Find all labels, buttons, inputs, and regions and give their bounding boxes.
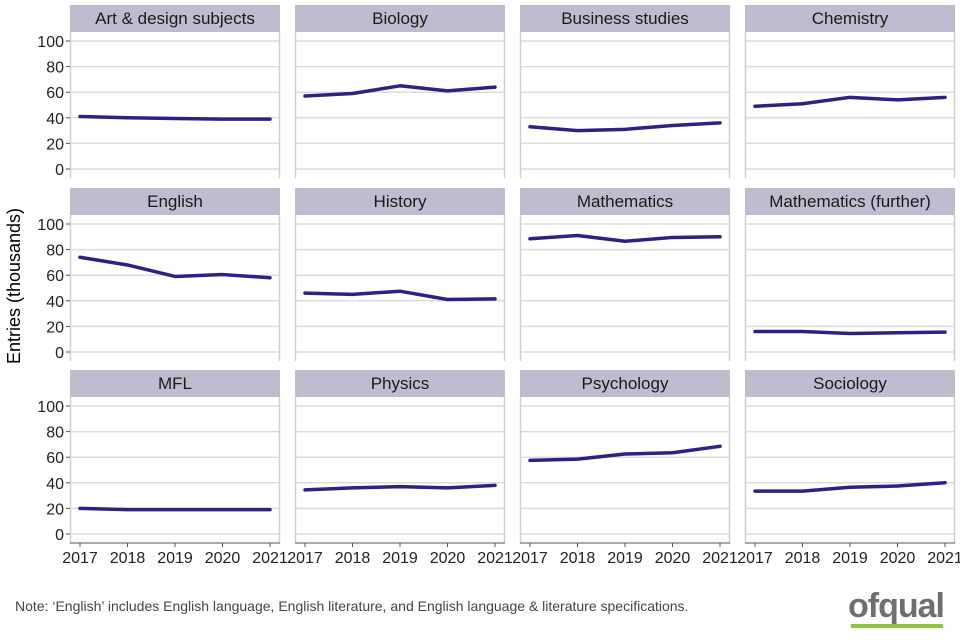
panel-psychology-x-tick-label-2017: 2017 [512,550,548,567]
panel-english-strip-label: English [147,192,203,211]
panel-biology-series-line [303,84,497,98]
y-tick-label-0: 0 [55,345,64,362]
panel-business-studies-strip [520,5,730,32]
panel-sociology-x-tick-label-2019: 2019 [832,550,868,567]
panel-art-design-subjects-strip [70,5,280,32]
panel-mathematics-further-strip-label: Mathematics (further) [769,192,931,211]
panel-physics-x-tick-label-2020: 2020 [430,550,466,567]
panel-sociology-x-tick-label-2021: 2021 [927,550,960,567]
panel-mfl-series-line [78,506,272,512]
panel-psychology-x-tick-label-2019: 2019 [607,550,643,567]
footnote: Note: ‘English’ includes English languag… [15,598,689,614]
panel-physics-strip-label: Physics [371,374,430,393]
y-tick-label-20: 20 [46,501,64,518]
panel-sociology-series-line [753,481,947,493]
panel-psychology-strip-label: Psychology [582,374,669,393]
panel-art-design-subjects: Art & design subjects 0 20 40 60 80 100 [37,5,281,179]
panel-english: English 0 20 40 60 80 100 [37,188,281,362]
panel-mfl-x-tick-label-2021: 2021 [252,550,288,567]
y-tick-label-100: 100 [37,34,64,51]
logo-underline [851,624,943,628]
y-tick-label-60: 60 [46,450,64,467]
y-tick-label-60: 60 [46,268,64,285]
y-tick-label-20: 20 [46,136,64,153]
panel-mathematics: Mathematics [519,188,731,361]
panel-mfl: MFL 0 20 40 60 80 100 2017 2018 2019 2020 2021 [37,370,288,567]
y-tick-label-100: 100 [37,217,64,234]
panel-biology: Biology [294,5,506,178]
panel-mathematics-strip-label: Mathematics [577,192,673,211]
panel-psychology-x-tick-label-2020: 2020 [655,550,691,567]
panel-mathematics-further-series-line [753,329,947,336]
y-tick-label-40: 40 [46,294,64,311]
panel-history-strip [295,188,505,215]
y-tick-label-80: 80 [46,243,64,260]
panel-mfl-x-tick-label-2018: 2018 [110,550,146,567]
panel-psychology-series-line [528,444,722,463]
panel-business-studies-series-line [528,121,722,133]
logo-text: ofqual [848,587,945,625]
panel-mfl-strip-label: MFL [158,374,192,393]
panel-sociology-x-tick-label-2020: 2020 [880,550,916,567]
panel-history: History [294,188,506,361]
y-tick-label-40: 40 [46,111,64,128]
panel-history-strip-label: History [374,192,427,211]
panel-chemistry-strip [745,5,955,32]
panel-physics-series-line [303,483,497,492]
panel-sociology-x-tick-label-2017: 2017 [737,550,773,567]
panel-art-design-subjects-series-line [78,114,272,121]
y-tick-label-20: 20 [46,319,64,336]
panel-mfl-x-tick-label-2017: 2017 [62,550,98,567]
panel-business-studies: Business studies [519,5,731,178]
panel-biology-strip [295,5,505,32]
panel-mathematics-strip [520,188,730,215]
y-tick-label-40: 40 [46,476,64,493]
panel-business-studies-strip-label: Business studies [561,9,689,28]
faceted-line-chart: Entries (thousands) Art & design subjects… [4,5,960,567]
ofqual-logo: ofqual [848,586,948,630]
panel-sociology-strip-label: Sociology [813,374,887,393]
panel-mfl-strip [70,370,280,397]
panel-physics-x-tick-label-2018: 2018 [335,550,371,567]
panel-physics-strip [295,370,505,397]
panel-sociology: Sociology 2017 2018 2019 2020 2021 [737,370,960,567]
panel-psychology: Psychology 2017 2018 2019 2020 2021 [512,370,738,567]
panel-physics: Physics 2017 2018 2019 2020 2021 [287,370,513,567]
panel-psychology-x-tick-label-2018: 2018 [560,550,596,567]
panel-physics-x-tick-label-2017: 2017 [287,550,323,567]
y-tick-label-80: 80 [46,425,64,442]
y-tick-label-100: 100 [37,399,64,416]
panel-mathematics-further-strip [745,188,955,215]
panel-physics-x-tick-label-2021: 2021 [477,550,513,567]
panel-biology-strip-label: Biology [372,9,428,28]
y-axis-title: Entries (thousands) [4,208,24,364]
panel-sociology-x-tick-label-2018: 2018 [785,550,821,567]
panel-mfl-x-tick-label-2019: 2019 [157,550,193,567]
y-tick-label-0: 0 [55,162,64,179]
panel-psychology-strip [520,370,730,397]
panel-mathematics-further: Mathematics (further) [744,188,956,361]
panel-art-design-subjects-strip-label: Art & design subjects [95,9,255,28]
panel-psychology-x-tick-label-2021: 2021 [702,550,738,567]
panel-physics-x-tick-label-2019: 2019 [382,550,418,567]
panel-english-strip [70,188,280,215]
panel-chemistry-series-line [753,95,947,109]
panel-chemistry-strip-label: Chemistry [812,9,889,28]
y-tick-label-0: 0 [55,527,64,544]
y-tick-label-60: 60 [46,85,64,102]
y-tick-label-80: 80 [46,60,64,77]
panel-sociology-strip [745,370,955,397]
panel-mathematics-series-line [528,233,722,244]
panel-history-series-line [303,289,497,302]
panel-mfl-x-tick-label-2020: 2020 [205,550,241,567]
panel-chemistry: Chemistry [744,5,956,178]
